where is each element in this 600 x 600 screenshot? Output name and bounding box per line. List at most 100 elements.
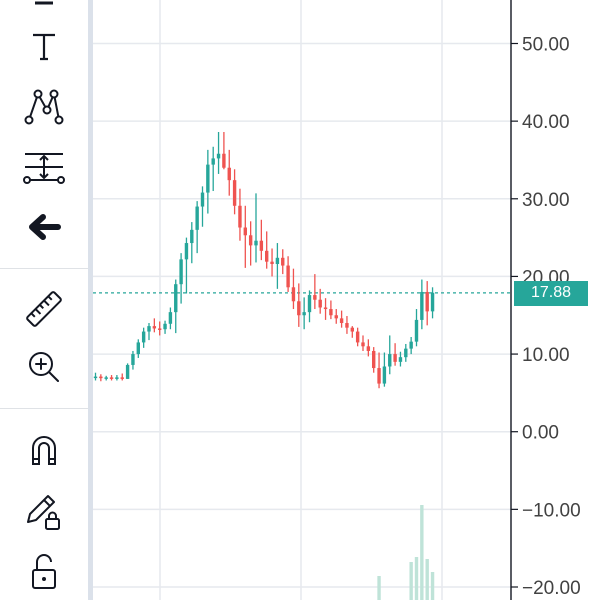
candle-body [93,376,98,379]
candle-body [168,312,173,324]
candle-body [238,205,242,228]
lock-drawings-tool-button[interactable] [14,490,74,534]
prediction-tool-button[interactable] [14,145,74,189]
candle-body [243,227,247,236]
toolbar-border [88,0,93,600]
partial-icon [35,1,53,5]
candle-body [275,257,280,265]
toolbar-divider-2 [0,408,88,409]
price-axis-label: 30.00 [522,190,570,211]
candlesticks [93,132,435,389]
candle-body [323,307,328,310]
zoom-in-icon [29,352,59,382]
candle-body [297,301,301,316]
candle-body [393,354,397,362]
volume-bar [414,557,419,600]
candle-body [307,295,312,313]
price-chart[interactable]: 50.0040.0030.0020.0010.000.00−10.00−20.0… [93,0,600,600]
candle-body [345,323,349,328]
pencil-lock-icon [27,495,60,530]
prediction-icon [23,153,65,184]
candle-body [206,164,210,193]
candle-body [115,377,119,379]
candle-body [227,167,231,181]
text-icon [33,33,55,61]
magnet-icon [32,436,56,465]
candle-body [398,357,403,362]
candle-body [125,364,130,379]
price-axis-label: −20.00 [522,578,581,599]
back-tool-button[interactable] [14,205,74,249]
candle-body [270,261,274,265]
lock-all-tool-button[interactable] [14,550,74,594]
candle-body [430,292,435,312]
price-axis-label: 40.00 [522,112,570,133]
price-axis-label: −10.00 [522,500,581,521]
candle-body [222,153,226,168]
candle-body [339,318,344,324]
candle-body [425,291,429,312]
candle-body [259,240,264,251]
candle-body [313,295,317,300]
candle-body [136,342,140,355]
price-axis-label: 50.00 [522,35,570,56]
candle-body [195,206,199,230]
candle-body [404,348,408,358]
candle-body [232,180,237,206]
pattern-icon [24,89,64,125]
candle-body [104,377,108,379]
candle-body [254,240,258,246]
candle-body [377,368,381,384]
candle-body [109,377,114,379]
candle-body [329,309,333,316]
candle-body [158,328,162,330]
candle-body [179,259,183,285]
candle-body [99,376,103,379]
candle-body [372,350,376,369]
candle-body [318,299,322,308]
volume-bar [425,559,429,600]
last-price-label: 17.88 [514,280,588,306]
drawing-toolbar [0,0,88,600]
vertical-grid [159,0,443,600]
candle-body [366,346,371,351]
price-axis-label: 10.00 [522,345,570,366]
candle-body [281,257,285,266]
zoom-tool-button[interactable] [14,345,74,389]
arrow-left-icon [29,214,61,240]
toolbar-divider [0,268,88,269]
text-tool-button[interactable] [14,24,74,68]
measure-tool-button[interactable] [14,287,74,331]
candle-body [265,250,269,262]
partial-tool-button[interactable] [14,0,74,22]
candle-body [302,312,306,316]
candle-body [190,229,194,244]
volume-bar [409,562,413,600]
candle-body [291,287,296,302]
candle-body [420,291,424,320]
horizontal-grid [93,42,511,588]
candle-body [120,377,124,379]
unlock-icon [32,554,56,589]
candle-body [414,319,419,342]
candle-body [200,192,205,207]
volume-bar [420,505,424,600]
candle-body [184,243,189,260]
candle-body [152,326,157,329]
volume-bars [377,505,435,600]
candle-body [211,158,215,165]
pattern-tool-button[interactable] [14,84,74,128]
magnet-tool-button[interactable] [14,428,74,472]
volume-bar [377,576,381,600]
candle-body [361,342,365,347]
price-axis[interactable]: 50.0040.0030.0020.0010.000.00−10.00−20.0… [511,35,581,600]
candle-body [355,331,360,343]
candle-body [388,354,392,367]
candle-body [409,341,413,349]
candle-body [350,327,354,332]
ruler-icon [26,291,62,327]
candle-body [286,265,290,288]
candle-body [147,326,151,332]
candle-body [131,354,135,365]
price-axis-label: 0.00 [522,423,559,444]
